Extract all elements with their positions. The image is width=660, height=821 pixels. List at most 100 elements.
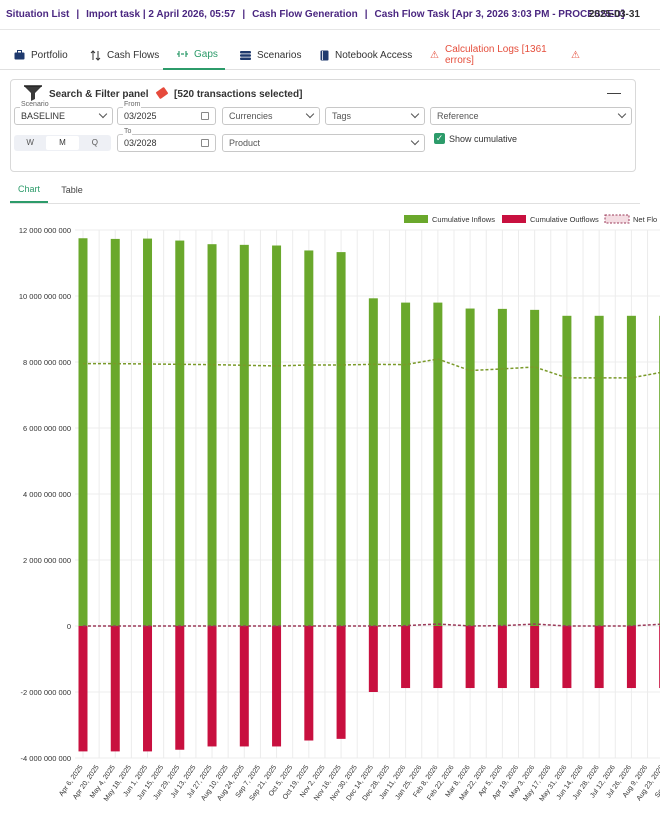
inflow-bar: [530, 309, 540, 626]
calendar-icon[interactable]: [201, 139, 209, 147]
breadcrumb-cash-flow-task[interactable]: Cash Flow Task [Apr 3, 2026 3:03 PM - PR…: [374, 9, 625, 20]
warning-icon: ⚠: [430, 49, 439, 61]
calendar-icon[interactable]: [201, 112, 209, 120]
outflow-bar: [336, 626, 346, 739]
period-week-button[interactable]: W: [26, 138, 34, 147]
tab-chart[interactable]: Chart: [10, 177, 48, 203]
legend-swatch: [604, 214, 630, 224]
inflow-bar: [207, 244, 217, 626]
net-flow-line: [83, 358, 660, 379]
outflow-bar: [594, 626, 604, 689]
y-tick-label: 8 000 000 000: [23, 358, 71, 367]
from-date-field[interactable]: From 03/2025: [117, 101, 216, 125]
tab-label: Portfolio: [31, 49, 68, 61]
chart-grid: [75, 229, 660, 759]
chevron-down-icon: [410, 136, 420, 146]
tab-notebook-access[interactable]: Notebook Access: [320, 40, 416, 70]
outflow-bar: [110, 626, 120, 752]
breadcrumb: Situation List | Import task | 2 April 2…: [0, 0, 660, 30]
scenario-select[interactable]: Scenario BASELINE: [14, 101, 113, 125]
breadcrumb-situation-list[interactable]: Situation List: [6, 9, 70, 20]
inflow-bar: [304, 250, 314, 626]
inflow-bar: [465, 308, 475, 626]
main-tabs: Portfolio Cash Flows Gaps Scenarios Note…: [0, 40, 660, 70]
show-cumulative-label: Show cumulative: [449, 134, 518, 144]
collapse-button[interactable]: —: [607, 84, 621, 100]
tab-gaps[interactable]: Gaps: [163, 40, 225, 70]
breadcrumb-import-task[interactable]: Import task | 2 April 2026, 05:57: [86, 9, 236, 20]
outflow-bar: [530, 626, 540, 689]
chart-net-line: [83, 358, 660, 627]
outflow-bar: [175, 626, 185, 750]
outflow-bar: [239, 626, 249, 747]
tab-label: Gaps: [194, 48, 218, 60]
chevron-down-icon: [410, 109, 420, 119]
period-quarter-button[interactable]: Q: [91, 138, 98, 147]
reference-select[interactable]: Reference: [430, 107, 632, 125]
period-month-button[interactable]: M: [46, 136, 79, 150]
period-switch: W M Q: [14, 135, 111, 151]
sort-arrows-icon: [90, 49, 101, 61]
tab-portfolio[interactable]: Portfolio: [14, 40, 76, 70]
outflow-bar: [304, 626, 314, 741]
net-flow-baseline: [83, 623, 660, 627]
chart-bars: [78, 238, 660, 752]
chevron-down-icon: [305, 109, 315, 119]
breadcrumb-cash-flow-generation[interactable]: Cash Flow Generation: [252, 9, 358, 20]
from-value: 03/2025: [124, 111, 157, 121]
tab-label: Notebook Access: [335, 49, 413, 61]
y-tick-label: 2 000 000 000: [23, 556, 71, 565]
legend-swatch: [404, 215, 428, 223]
notebook-icon: [320, 50, 329, 60]
y-tick-label: 0: [67, 622, 71, 631]
inflow-bar: [433, 302, 443, 626]
inflow-bar: [143, 238, 153, 626]
breadcrumb-separator: |: [364, 9, 368, 20]
scenario-label: Scenario: [20, 101, 50, 108]
filter-title-text: Search & Filter panel: [49, 89, 149, 100]
tab-label: Cash Flows: [107, 49, 160, 61]
inflow-bar: [368, 298, 378, 626]
scenario-value: BASELINE: [21, 111, 66, 121]
outflow-bar: [465, 626, 475, 689]
inflow-bar: [78, 238, 88, 626]
outflow-bar: [78, 626, 88, 752]
reference-placeholder: Reference: [437, 111, 479, 121]
reference-date: 2025-03-31: [588, 9, 640, 20]
inflow-bar: [336, 252, 346, 627]
filter-funnel-icon: [24, 85, 42, 101]
outflow-bar: [401, 626, 411, 689]
legend-label: Cumulative Outflows: [530, 215, 599, 224]
currencies-placeholder: Currencies: [229, 111, 273, 121]
outflow-bar: [562, 626, 572, 689]
tab-calculation-logs[interactable]: ⚠ Calculation Logs [1361 errors] ⚠: [430, 40, 580, 70]
currencies-select[interactable]: Currencies: [222, 107, 320, 125]
product-select[interactable]: Product: [222, 134, 425, 152]
y-axis: 12 000 000 000 10 000 000 000 8 000 000 00…: [19, 226, 71, 763]
search-filter-panel: Search & Filter panel [520 transactions …: [10, 79, 636, 172]
tab-scenarios[interactable]: Scenarios: [240, 40, 310, 70]
tags-select[interactable]: Tags: [325, 107, 425, 125]
inflow-bar: [401, 302, 411, 626]
y-tick-label: -4 000 000 000: [21, 754, 71, 763]
eraser-icon[interactable]: [155, 86, 169, 100]
warning-icon: ⚠: [571, 49, 580, 61]
tab-cash-flows[interactable]: Cash Flows: [90, 40, 160, 70]
product-placeholder: Product: [229, 138, 261, 148]
chart-legend: Cumulative Inflows Cumulative Outflows Net…: [404, 214, 657, 224]
legend-label: Cumulative Inflows: [432, 215, 495, 224]
outflow-bar: [626, 626, 636, 689]
to-date-field[interactable]: To 03/2028: [117, 128, 216, 152]
briefcase-icon: [14, 50, 25, 60]
show-cumulative-checkbox[interactable]: ✓: [434, 133, 445, 144]
view-tabs: Chart Table: [10, 177, 640, 204]
from-label: From: [123, 101, 142, 108]
filter-panel-title: Search & Filter panel [520 transactions …: [49, 86, 302, 100]
tab-table[interactable]: Table: [61, 185, 83, 195]
to-value: 03/2028: [124, 138, 157, 148]
layers-icon: [240, 50, 251, 60]
y-tick-label: 4 000 000 000: [23, 490, 71, 499]
outflow-bar: [143, 626, 153, 752]
